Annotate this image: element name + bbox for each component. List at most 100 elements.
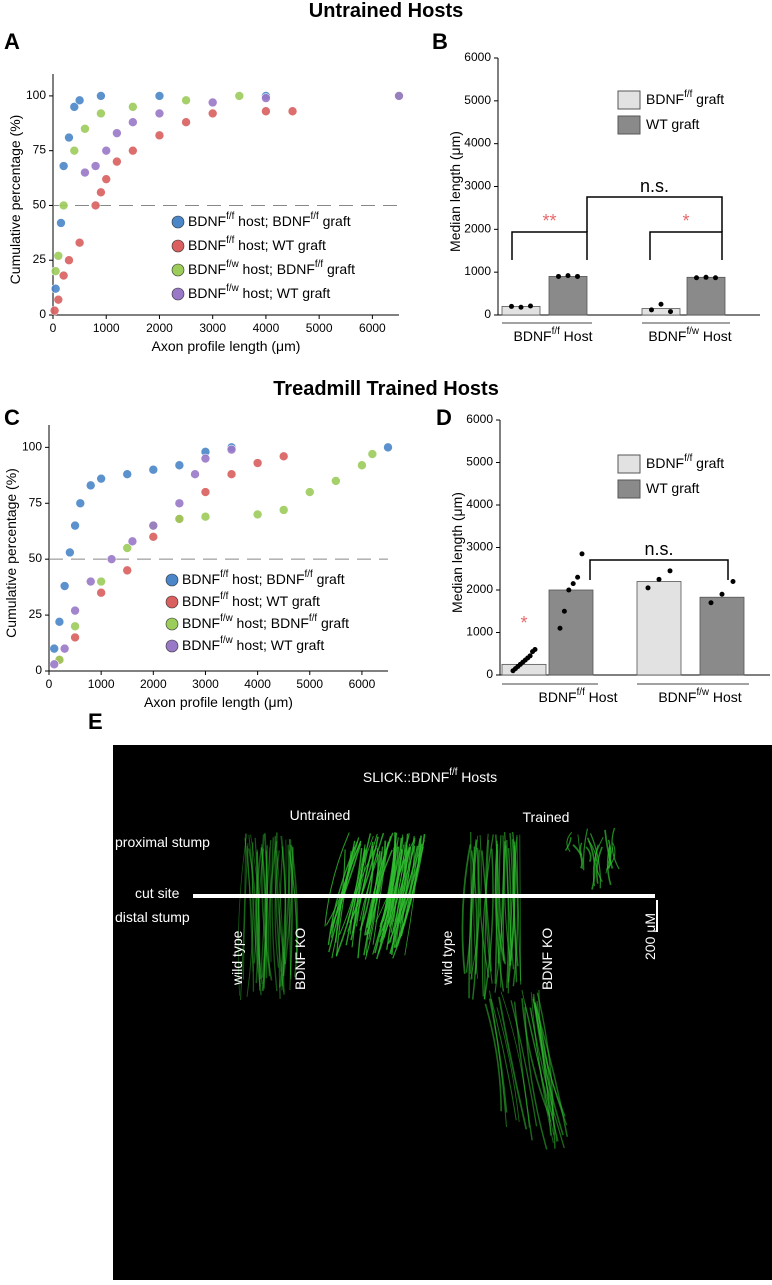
point xyxy=(86,481,95,490)
point xyxy=(149,532,158,541)
point xyxy=(59,201,68,210)
y-tick-label: 4000 xyxy=(464,136,491,150)
data-point xyxy=(646,585,651,590)
point xyxy=(60,582,69,591)
significance: n.s. xyxy=(644,539,673,559)
column-label: Untrained xyxy=(290,807,351,823)
point xyxy=(253,459,262,468)
bar xyxy=(687,277,725,315)
point xyxy=(235,91,244,100)
data-point xyxy=(528,304,533,309)
lane-label: BDNF KO xyxy=(292,928,308,990)
point xyxy=(97,474,106,483)
legend-label: BDNFf/w host; WT graft xyxy=(182,635,324,653)
legend-label: WT graft xyxy=(646,116,700,132)
point xyxy=(175,514,184,523)
y-tick-label: 6000 xyxy=(464,50,491,64)
data-point xyxy=(528,653,533,658)
point xyxy=(123,566,132,575)
legend-marker xyxy=(166,640,178,652)
x-tick-label: 4000 xyxy=(244,677,271,691)
point xyxy=(65,548,74,557)
y-tick-label: 2000 xyxy=(464,222,491,236)
point xyxy=(51,267,60,276)
point xyxy=(71,633,80,642)
x-tick-label: 6000 xyxy=(349,677,376,691)
point xyxy=(175,461,184,470)
legend-marker xyxy=(172,216,184,228)
group-label: BDNFf/f Host xyxy=(539,687,618,705)
significance: * xyxy=(682,211,689,231)
point xyxy=(149,465,158,474)
legend-marker xyxy=(172,288,184,300)
point xyxy=(96,188,105,197)
point xyxy=(112,157,121,166)
legend-swatch xyxy=(618,455,640,473)
point xyxy=(55,617,64,626)
point xyxy=(75,238,84,247)
legend-label: BDNFf/w host; BDNFf/f graft xyxy=(182,613,349,631)
legend-label: BDNFf/f graft xyxy=(646,89,724,107)
x-tick-label: 0 xyxy=(46,677,53,691)
x-tick-label: 1000 xyxy=(88,677,115,691)
y-tick-label: 75 xyxy=(29,495,43,509)
y-tick-label: 2000 xyxy=(466,582,493,596)
point xyxy=(59,271,68,280)
point xyxy=(64,256,73,265)
panel-letter: A xyxy=(4,29,20,54)
legend-label: BDNFf/f host; BDNFf/f graft xyxy=(188,211,351,229)
panel-letter: B xyxy=(432,29,448,54)
group-label: BDNFf/f Host xyxy=(514,326,593,344)
panel-letter: C xyxy=(4,405,20,430)
data-point xyxy=(649,307,654,312)
point xyxy=(60,644,69,653)
y-tick-label: 3000 xyxy=(464,179,491,193)
data-point xyxy=(562,609,567,614)
point xyxy=(155,109,164,118)
x-tick-label: 3000 xyxy=(199,321,226,335)
micrograph xyxy=(113,745,772,1280)
legend-label: BDNFf/w host; BDNFf/f graft xyxy=(188,259,355,277)
point xyxy=(56,218,65,227)
y-tick-label: 100 xyxy=(22,440,42,454)
scale-label: 200 μM xyxy=(642,913,658,960)
legend-label: BDNFf/f graft xyxy=(646,453,724,471)
point xyxy=(54,251,63,260)
data-point xyxy=(509,304,514,309)
legend-marker xyxy=(166,618,178,630)
point xyxy=(96,91,105,100)
y-tick-label: 75 xyxy=(33,143,47,157)
data-point xyxy=(668,309,673,314)
point xyxy=(279,505,288,514)
legend-swatch xyxy=(618,116,640,134)
significance: * xyxy=(520,613,527,633)
data-point xyxy=(519,305,524,310)
point xyxy=(201,488,210,497)
bar xyxy=(642,309,680,315)
data-point xyxy=(709,600,714,605)
x-tick-label: 1000 xyxy=(93,321,120,335)
data-point xyxy=(659,302,664,307)
data-point xyxy=(575,274,580,279)
panel-letter: E xyxy=(88,709,103,734)
lane-label: wild type xyxy=(439,930,455,986)
point xyxy=(97,577,106,586)
point xyxy=(71,622,80,631)
point xyxy=(288,107,297,116)
legend-label: BDNFf/f host; WT graft xyxy=(188,235,326,253)
point xyxy=(86,577,95,586)
point xyxy=(201,454,210,463)
point xyxy=(305,488,314,497)
group-label: BDNFf/w Host xyxy=(658,687,741,705)
y-tick-label: 6000 xyxy=(466,412,493,426)
bar xyxy=(637,582,681,676)
data-point xyxy=(575,575,580,580)
point xyxy=(201,512,210,521)
x-axis-label: Axon profile length (μm) xyxy=(144,694,293,710)
point xyxy=(128,537,137,546)
point xyxy=(54,295,63,304)
legend-swatch xyxy=(618,91,640,109)
bracket xyxy=(587,197,722,232)
point xyxy=(279,452,288,461)
point xyxy=(80,124,89,133)
